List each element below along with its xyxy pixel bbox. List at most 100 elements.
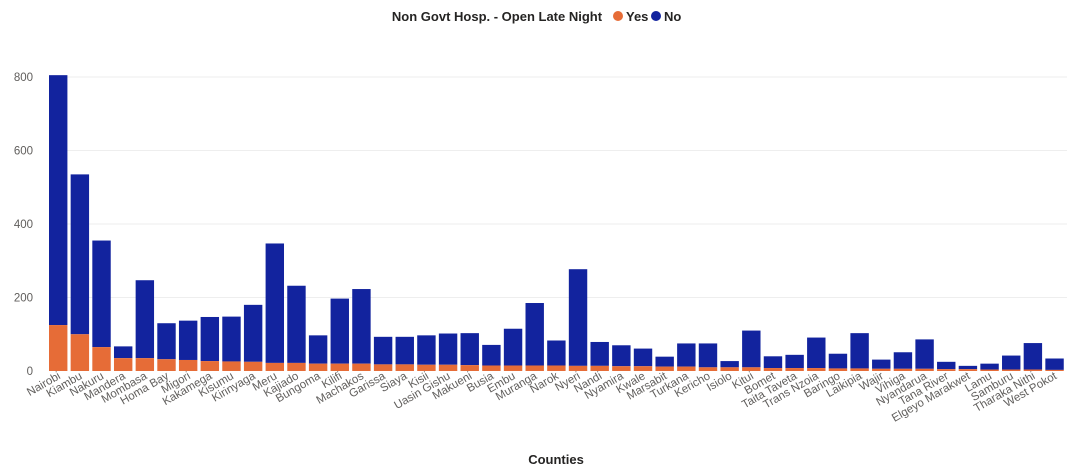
bar-no-homa-bay xyxy=(157,323,176,360)
bar-yes-laikipia xyxy=(850,368,869,371)
bar-no-tharaka-nithi xyxy=(1023,343,1043,370)
y-tick-label: 200 xyxy=(14,293,33,305)
bar-yes-lamu xyxy=(980,369,999,371)
bar-yes-migori xyxy=(178,359,198,371)
bar-yes-tharaka-nithi xyxy=(1023,369,1043,371)
bar-no-elgeyo-marakwet xyxy=(958,365,978,370)
bar-no-isiolo xyxy=(720,361,739,368)
bar-no-kajiado xyxy=(287,285,306,363)
bar-no-west-pokot xyxy=(1045,358,1064,370)
bar-no-laikipia xyxy=(850,333,869,369)
bar-yes-nairobi xyxy=(49,325,68,371)
bar-yes-wajir xyxy=(872,368,891,371)
bar-no-kirinyaga xyxy=(243,304,263,362)
bar-yes-kitui xyxy=(742,367,761,371)
bar-yes-homa-bay xyxy=(157,359,176,371)
bar-yes-narok xyxy=(547,365,566,371)
bar-yes-vihiga xyxy=(893,368,913,371)
bar-no-nyamira xyxy=(612,345,631,367)
bar-no-tana-river xyxy=(937,361,956,370)
bar-yes-nandi xyxy=(590,365,609,371)
bar-yes-kisii xyxy=(417,364,436,371)
bar-yes-makueni xyxy=(460,365,479,371)
bar-yes-bomet xyxy=(763,368,783,371)
bar-no-kwale xyxy=(633,348,653,367)
bar-no-baringo xyxy=(828,353,848,369)
bar-yes-mombasa xyxy=(135,358,155,371)
bar-yes-kisumu xyxy=(222,361,241,371)
bar-yes-kirinyaga xyxy=(243,361,263,371)
bar-no-narok xyxy=(547,340,566,366)
bar-no-kilifi xyxy=(330,298,349,364)
bar-no-nyeri xyxy=(568,269,588,366)
bar-no-bomet xyxy=(763,356,783,369)
bar-yes-machakos xyxy=(352,363,371,371)
bar-yes-muranga xyxy=(525,365,544,371)
bar-no-meru xyxy=(265,243,285,363)
legend: Yes No xyxy=(613,9,681,24)
bar-yes-marsabit xyxy=(655,366,674,371)
bar-yes-kilifi xyxy=(330,363,349,371)
bar-yes-busia xyxy=(482,365,501,371)
bar-yes-nyamira xyxy=(612,366,631,371)
bar-no-kakamega xyxy=(200,316,220,362)
bar-yes-siaya xyxy=(395,364,414,371)
chart-title: Non Govt Hosp. - Open Late Night xyxy=(392,9,603,24)
legend-label-yes: Yes xyxy=(626,9,648,24)
bar-yes-elgeyo-marakwet xyxy=(958,369,978,371)
y-tick-label: 800 xyxy=(14,72,33,84)
bar-no-kericho xyxy=(698,343,718,368)
y-axis: 0 200 400 600 800 xyxy=(14,72,33,378)
bar-yes-meru xyxy=(265,362,285,371)
bar-no-nandi xyxy=(590,341,609,366)
bar-no-machakos xyxy=(352,289,371,364)
bar-no-kisii xyxy=(417,335,436,365)
bar-yes-mandera xyxy=(113,358,133,371)
bar-no-wajir xyxy=(872,359,891,369)
gridlines xyxy=(49,76,1067,298)
bar-yes-trans-nzoia xyxy=(807,368,826,371)
legend-marker-no xyxy=(651,11,661,21)
bar-yes-kakamega xyxy=(200,361,220,371)
bar-yes-baringo xyxy=(828,368,848,371)
bar-yes-nyeri xyxy=(568,365,588,371)
bar-no-turkana xyxy=(677,343,696,367)
bar-yes-taita-taveta xyxy=(785,368,804,371)
bar-no-lamu xyxy=(980,363,999,370)
bar-no-kisumu xyxy=(222,316,241,362)
bar-yes-kajiado xyxy=(287,362,306,371)
bar-no-samburu xyxy=(1002,355,1021,370)
legend-label-no: No xyxy=(664,9,681,24)
bar-no-taita-taveta xyxy=(785,354,804,369)
bar-no-busia xyxy=(482,344,501,366)
bar-yes-west-pokot xyxy=(1045,369,1064,371)
bar-no-nakuru xyxy=(92,240,111,348)
bar-yes-kwale xyxy=(633,366,653,371)
bar-yes-kiambu xyxy=(70,334,90,371)
bar-no-mombasa xyxy=(135,280,155,359)
bar-yes-uasin-gishu xyxy=(438,364,458,371)
bar-no-garissa xyxy=(373,336,393,365)
bar-yes-embu xyxy=(503,365,523,371)
bar-no-marsabit xyxy=(655,356,674,367)
bar-yes-bungoma xyxy=(308,363,328,371)
bar-yes-isiolo xyxy=(720,367,739,371)
bar-yes-tana-river xyxy=(937,369,956,371)
bar-no-vihiga xyxy=(893,352,913,369)
bar-no-trans-nzoia xyxy=(807,337,826,369)
y-tick-label: 0 xyxy=(27,366,33,378)
bar-no-uasin-gishu xyxy=(438,333,458,365)
bar-no-mandera xyxy=(113,346,133,359)
bars xyxy=(49,75,1064,371)
y-tick-label: 400 xyxy=(14,219,33,231)
y-tick-label: 600 xyxy=(14,146,33,158)
bar-no-migori xyxy=(178,320,198,360)
bar-yes-nakuru xyxy=(92,347,111,371)
bar-yes-nyandarua xyxy=(915,368,934,371)
bar-yes-kericho xyxy=(698,367,718,371)
bar-no-nairobi xyxy=(49,75,68,326)
bar-yes-samburu xyxy=(1002,369,1021,371)
bar-no-makueni xyxy=(460,333,479,366)
